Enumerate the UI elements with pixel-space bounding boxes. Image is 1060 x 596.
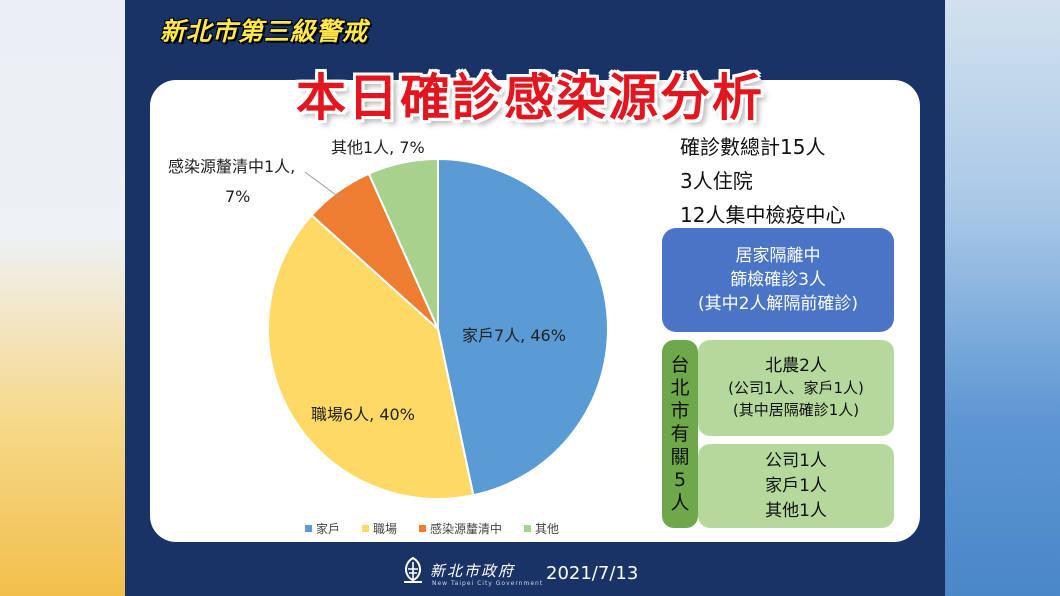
other-line3: 其他1人 <box>765 500 827 521</box>
org-name: 新北市政府 <box>430 562 516 580</box>
other-line2: 家戶1人 <box>765 475 827 496</box>
leader-line <box>304 171 341 199</box>
legend-item-household: 家戶 <box>305 520 340 537</box>
legend-swatch <box>362 524 370 532</box>
hospitalized-cases: 3人住院 <box>680 169 753 193</box>
legend-label: 家戶 <box>316 521 341 536</box>
home-isolation-line2: 篩檢確診3人 <box>730 270 826 290</box>
home-isolation-line3: (其中2人解隔前確診) <box>697 294 859 314</box>
main-title: 本日確診感染源分析 <box>296 69 764 127</box>
city-logo-icon <box>404 556 422 583</box>
chart-legend: 家戶 職場 感染源釐清中 其他 <box>305 518 559 538</box>
taipei-label: 台北市有關5人 <box>662 340 698 528</box>
taipei-group-other: 公司1人 家戶1人 其他1人 <box>698 444 894 528</box>
report-date: 2021/7/13 <box>546 563 639 584</box>
legend-swatch <box>305 524 312 532</box>
total-cases: 確診數總計15人 <box>680 135 826 159</box>
slice-label-workplace: 職場6人, 40% <box>311 405 415 424</box>
market-line1: 北農2人 <box>765 356 827 376</box>
legend-label: 職場 <box>373 521 398 536</box>
home-isolation-box: 居家隔離中 篩檢確診3人 (其中2人解隔前確診) <box>662 228 894 332</box>
quarantine-cases: 12人集中檢疫中心 <box>680 203 846 227</box>
alert-level-title: 新北市第三級警戒 <box>160 17 369 46</box>
slice-label-unknown-line2: 7% <box>225 187 251 206</box>
legend-swatch <box>419 524 427 532</box>
market-line2: (公司1人、家戶1人) <box>728 379 864 397</box>
slice-label-unknown-line1: 感染源釐清中1人, <box>168 157 296 176</box>
market-line3: (其中居隔確診1人) <box>732 401 860 419</box>
slice-label-other: 其他1人, 7% <box>331 138 425 157</box>
right-background <box>945 0 1060 596</box>
taipei-group-market: 北農2人 (公司1人、家戶1人) (其中居隔確診1人) <box>698 340 894 436</box>
case-stats: 確診數總計15人 3人住院 12人集中檢疫中心 <box>680 130 845 232</box>
other-line1: 公司1人 <box>765 450 827 471</box>
left-background <box>0 0 125 596</box>
pie-slice-household <box>437 157 609 497</box>
legend-swatch <box>524 524 532 532</box>
legend-label: 感染源釐清中 <box>430 521 503 536</box>
legend-label: 其他 <box>535 521 560 536</box>
pie-slice-workplace <box>267 213 475 500</box>
legend-item-other: 其他 <box>524 520 559 537</box>
pie-slice-other <box>367 157 439 330</box>
slice-label-household: 家戶7人, 46% <box>462 326 566 345</box>
legend-item-workplace: 職場 <box>362 520 397 537</box>
taipei-label-text: 台北市有關5人 <box>670 353 690 514</box>
home-isolation-line1: 居家隔離中 <box>735 246 821 266</box>
org-name-en: New Taipei City Government <box>432 580 544 587</box>
legend-item-unknown: 感染源釐清中 <box>419 520 502 537</box>
